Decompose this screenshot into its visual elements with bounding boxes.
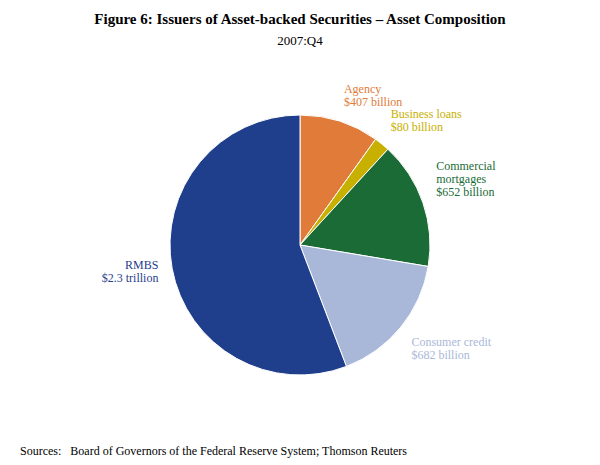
- slice-label-line: Commercial: [436, 159, 496, 173]
- data-label: $652 billion: [436, 185, 494, 199]
- chart: Figure 6: Issuers of Asset-backed Securi…: [0, 0, 600, 465]
- slice-label: Commercialmortgages: [436, 159, 496, 186]
- slice-label-line: Consumer credit: [411, 335, 491, 349]
- slice-label-line: mortgages: [436, 172, 486, 186]
- slice-label: Consumer credit: [411, 335, 491, 349]
- data-label: $2.3 trillion: [102, 271, 159, 285]
- background: [0, 0, 600, 465]
- slice-label: Business loans: [391, 107, 462, 121]
- data-label: $80 billion: [391, 120, 443, 134]
- slice-label-line: Agency: [344, 82, 381, 96]
- slice-label: Agency: [344, 82, 381, 96]
- slice-label-line: Business loans: [391, 107, 462, 121]
- source: Sources: Board of Governors of the Feder…: [20, 444, 407, 458]
- pie: [170, 115, 430, 375]
- slice-label-line: RMBS: [125, 258, 158, 272]
- slice: [170, 115, 346, 375]
- data-label: $682 billion: [411, 348, 469, 362]
- title: Figure 6: Issuers of Asset-backed Securi…: [94, 11, 506, 27]
- subtitle: 2007:Q4: [277, 33, 323, 48]
- slice-label: RMBS: [125, 258, 158, 272]
- labels: Agency$407 billionBusiness loans$80 bill…: [102, 82, 496, 362]
